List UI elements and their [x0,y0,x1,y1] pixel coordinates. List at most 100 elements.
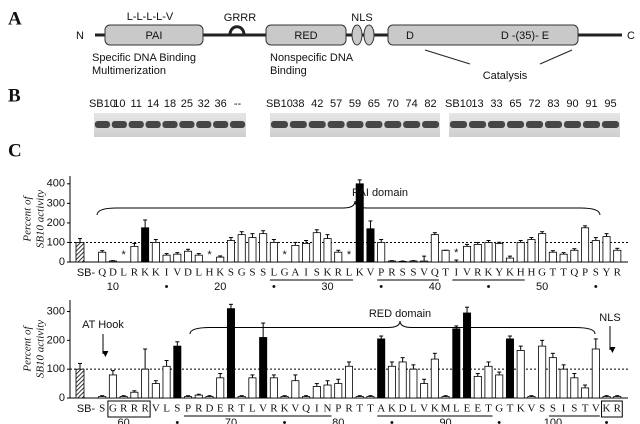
protein-band [111,121,127,128]
residue-label: V [463,267,471,279]
lane-label: SB10 [266,98,293,110]
bar [108,374,117,399]
residue-label: T [560,267,567,279]
lane-label: 33 [490,98,502,110]
residue-label: S [260,267,266,279]
d-label: D [406,30,414,42]
nls-oval [351,24,363,46]
residue-label: R [141,403,149,415]
bar [323,384,332,399]
y-tick-label: 400 [47,178,65,190]
bar [527,396,536,399]
x-tick-label: 80 [332,417,344,424]
residue-label: S [314,267,320,279]
bar [248,237,257,263]
significance-mark: * [454,247,459,259]
domain-brace [189,320,596,335]
bar [291,244,300,263]
residue-label: T [356,403,363,415]
protein-band [308,121,326,128]
bar [237,396,246,399]
residue-label: T [442,267,449,279]
x-tick-label: 60 [118,417,130,424]
x-tick-label: • [594,281,598,293]
residue-label: R [120,403,128,415]
red-function: Binding [270,65,307,77]
lane-label: 25 [181,98,193,110]
bar [302,243,311,263]
residue-label: Q [98,267,106,279]
residue-label: G [281,267,289,279]
reference-label: SB- [77,267,96,279]
residue-box [107,400,151,418]
catalysis-label: Catalysis [483,70,528,82]
bar [226,240,235,263]
bar [473,375,482,399]
lane-label: 36 [215,98,227,110]
residue-label: H [527,267,535,279]
residue-label: S [174,403,180,415]
bar [184,250,193,263]
residue-label: L [195,267,202,279]
bar [323,238,332,263]
bar [377,242,386,263]
nls-label: NLS [351,12,372,24]
residue-label: E [217,403,224,415]
bar [420,383,429,399]
residue-label: R [614,403,622,415]
bar [312,232,321,263]
lane-label: 91 [585,98,597,110]
residue-label: E [464,403,471,415]
residue-label: S [593,267,599,279]
lane-label: 18 [164,98,176,110]
pai-box [104,24,204,46]
y-tick-label: 100 [47,236,65,248]
residue-label: H [517,267,525,279]
x-tick-label: 50 [536,281,548,293]
residue-label: R [227,403,235,415]
residue-label: K [485,267,493,279]
residue-label: T [367,403,374,415]
residue-label: R [131,267,139,279]
residue-label: V [291,403,299,415]
residue-label: A [291,267,299,279]
lane-label: 65 [368,98,380,110]
lane-label: SB10 [89,98,116,110]
protein-band [468,121,487,128]
protein-band [403,121,421,128]
protein-band [327,121,345,128]
y-tick-label: 0 [59,256,65,268]
bar [141,368,150,399]
protein-band [582,121,601,128]
bar [484,242,493,263]
residue-label: G [109,403,117,415]
bar [581,227,590,263]
residue-label: K [141,267,149,279]
reference-bar [75,242,85,263]
x-tick-label: 90 [439,417,451,424]
bar [162,254,171,263]
residue-label: T [582,403,589,415]
x-tick-label: 10 [107,281,119,293]
residue-label: V [592,403,600,415]
residue-label: K [356,267,364,279]
x-tick-label: • [165,281,169,293]
bar [248,377,257,399]
residue-label: S [228,267,234,279]
protein-band [196,121,212,128]
residue-label: T [550,267,557,279]
bar [559,253,568,263]
residue-label: A [377,403,385,415]
bar [291,380,300,399]
protein-band [365,121,383,128]
residue-label: S [539,403,545,415]
dde-label: D -(35)- E [501,30,549,42]
residue-label: I [304,267,308,279]
bar [269,377,278,399]
lane-label: -- [234,98,242,110]
bar [591,240,600,263]
residue-box [601,400,623,418]
bar [430,234,439,263]
residue-label: L [120,267,127,279]
residue-label: D [206,403,214,415]
